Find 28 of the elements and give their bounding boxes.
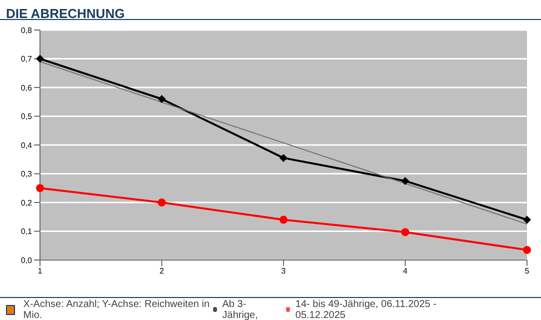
y-tick-label: 0,8 — [20, 26, 33, 35]
y-tick-label: 0,4 — [20, 140, 33, 150]
x-tick-label: 3 — [281, 266, 286, 276]
point — [523, 246, 531, 254]
point — [158, 95, 166, 103]
point — [280, 216, 288, 224]
x-tick-label: 5 — [524, 266, 530, 276]
text: X-Achse: Anzahl; Y-Achse: Reichweiten in Mio. — [23, 298, 211, 320]
chart-title: DIE ABRECHNUNG — [0, 0, 541, 21]
y-tick-label: 0,0 — [20, 256, 33, 265]
point — [158, 198, 166, 206]
y-tick-label: 0,3 — [20, 170, 33, 179]
x-tick-label: 2 — [160, 266, 165, 276]
point — [401, 228, 410, 236]
y-tick-label: 0,6 — [20, 83, 33, 92]
point — [523, 216, 531, 224]
legend-label: 14- bis 49-Jährige, 06.11.2025 - 05.12.2025 — [294, 298, 438, 320]
x-tick-label: 4 — [403, 266, 408, 276]
point — [36, 184, 44, 192]
y-tick-label: 0,5 — [20, 112, 33, 122]
point — [401, 176, 410, 185]
y-tick-label: 0,2 — [20, 198, 33, 208]
y-tick-label: 0,7 — [20, 54, 33, 64]
y-tick-label: 0,1 — [20, 227, 33, 236]
legend-label: Ab 3-Jährige, — [221, 298, 259, 320]
point — [280, 154, 288, 162]
x-tick-label: 1 — [38, 266, 43, 276]
point — [36, 54, 44, 63]
